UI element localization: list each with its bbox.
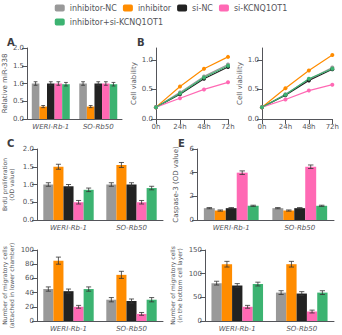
svg-text:0.5: 0.5 <box>248 85 259 93</box>
svg-text:1.0: 1.0 <box>23 181 34 189</box>
svg-text:inhibitor: inhibitor <box>138 4 172 13</box>
svg-text:0.5: 0.5 <box>142 85 153 93</box>
svg-text:Cell viability: Cell viability <box>236 62 244 105</box>
svg-text:Number of migratory cells: Number of migratory cells <box>169 246 176 325</box>
svg-text:0.5: 0.5 <box>23 198 34 206</box>
svg-text:A: A <box>7 37 15 48</box>
svg-text:0h: 0h <box>258 123 267 131</box>
svg-text:WERI-Rb-1: WERI-Rb-1 <box>213 224 250 232</box>
svg-text:1.0: 1.0 <box>13 80 24 88</box>
svg-text:SO-Rb50: SO-Rb50 <box>286 325 317 333</box>
svg-text:1.5: 1.5 <box>23 163 34 171</box>
svg-text:SO-Rb50: SO-Rb50 <box>284 224 315 232</box>
svg-text:si-NC: si-NC <box>192 4 213 13</box>
svg-text:100: 100 <box>189 270 202 278</box>
svg-text:E: E <box>178 138 185 149</box>
svg-text:Number of migratory cells: Number of migratory cells <box>1 246 8 325</box>
svg-text:2.0: 2.0 <box>23 145 34 153</box>
svg-text:48h: 48h <box>197 123 210 131</box>
svg-text:0.5: 0.5 <box>13 97 24 105</box>
svg-text:WERI-Rb-1: WERI-Rb-1 <box>32 123 69 131</box>
svg-text:80: 80 <box>25 260 34 268</box>
svg-text:B: B <box>137 37 145 48</box>
svg-text:SO-Rb50: SO-Rb50 <box>116 325 147 333</box>
svg-text:2: 2 <box>190 192 194 200</box>
svg-text:Relative miR-338: Relative miR-338 <box>1 54 9 114</box>
svg-text:0.0: 0.0 <box>247 115 259 123</box>
svg-text:0.0: 0.0 <box>13 115 24 123</box>
svg-text:1.5: 1.5 <box>13 62 24 70</box>
svg-text:BrdU proliferation: BrdU proliferation <box>1 157 8 212</box>
svg-text:50: 50 <box>193 293 202 301</box>
svg-text:4: 4 <box>190 169 195 177</box>
svg-text:WERI-Rb-1: WERI-Rb-1 <box>50 224 87 232</box>
svg-text:(attached in lower chamber): (attached in lower chamber) <box>8 243 15 329</box>
svg-text:si-KCNQ1OT1: si-KCNQ1OT1 <box>234 4 287 13</box>
svg-text:0: 0 <box>198 317 202 325</box>
svg-text:0h: 0h <box>152 123 161 131</box>
svg-text:0: 0 <box>30 317 34 325</box>
svg-text:WERI-Rb-1: WERI-Rb-1 <box>50 325 87 333</box>
svg-text:72h: 72h <box>326 123 339 131</box>
svg-text:(OD value): (OD value) <box>8 168 15 200</box>
svg-text:inhibitor-NC: inhibitor-NC <box>70 4 118 13</box>
svg-text:48h: 48h <box>302 123 315 131</box>
svg-text:72h: 72h <box>221 123 234 131</box>
svg-text:60: 60 <box>25 274 34 282</box>
svg-text:Cell viability: Cell viability <box>130 62 138 105</box>
svg-text:40: 40 <box>25 289 34 297</box>
svg-text:SO-Rb50: SO-Rb50 <box>116 224 147 232</box>
svg-text:SO-Rb50: SO-Rb50 <box>83 123 114 131</box>
svg-text:WERI-Rb-1: WERI-Rb-1 <box>219 325 256 333</box>
svg-text:2.0: 2.0 <box>12 44 24 52</box>
svg-text:Caspase-3 (OD value): Caspase-3 (OD value) <box>172 146 180 223</box>
svg-text:0.0: 0.0 <box>23 216 34 224</box>
svg-text:6: 6 <box>190 145 195 153</box>
svg-text:(in the bottom cell layer): (in the bottom cell layer) <box>176 248 184 323</box>
svg-text:24h: 24h <box>279 123 292 131</box>
svg-text:1.0: 1.0 <box>248 56 259 64</box>
svg-text:0: 0 <box>190 216 194 224</box>
svg-text:100: 100 <box>21 246 34 254</box>
svg-text:150: 150 <box>189 246 202 254</box>
svg-text:0.0: 0.0 <box>141 115 153 123</box>
svg-text:1.0: 1.0 <box>142 56 153 64</box>
svg-text:20: 20 <box>25 303 34 311</box>
svg-text:24h: 24h <box>173 123 186 131</box>
svg-text:inhibitor+si-KCNQ1OT1: inhibitor+si-KCNQ1OT1 <box>70 18 163 27</box>
svg-text:C: C <box>7 138 14 149</box>
